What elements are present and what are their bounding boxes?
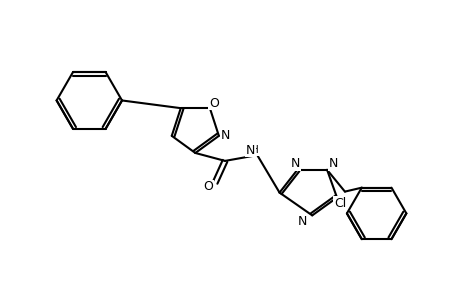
- Text: Cl: Cl: [333, 197, 346, 210]
- Text: H: H: [250, 145, 258, 155]
- Text: N: N: [290, 158, 299, 170]
- Text: N: N: [328, 158, 337, 170]
- Text: O: O: [203, 180, 213, 193]
- Text: N: N: [297, 215, 306, 228]
- Text: O: O: [208, 97, 218, 110]
- Text: N: N: [221, 129, 230, 142]
- Text: N: N: [246, 143, 255, 157]
